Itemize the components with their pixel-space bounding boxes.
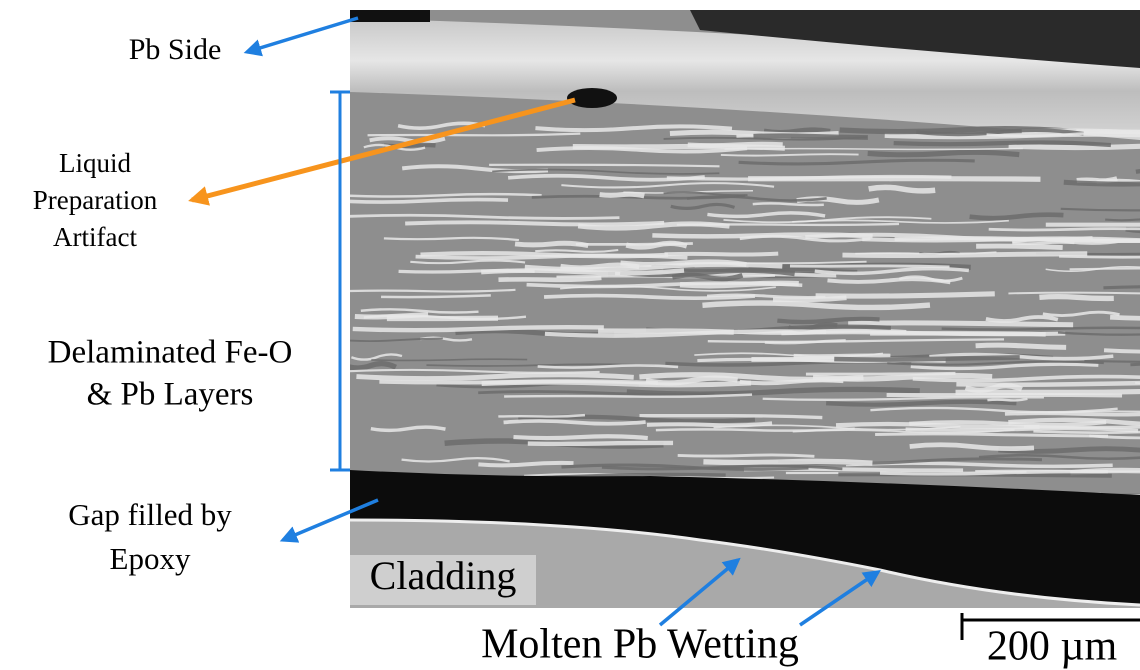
streak — [528, 443, 673, 444]
streak — [405, 222, 664, 224]
streak — [1005, 413, 1140, 414]
streak — [1110, 315, 1140, 318]
streak — [482, 382, 751, 385]
streak — [976, 246, 1063, 248]
streak — [790, 266, 950, 267]
streak — [652, 235, 872, 237]
streak — [894, 142, 1111, 145]
gap-label: Epoxy — [110, 541, 191, 576]
streak — [956, 382, 1140, 385]
streak — [576, 243, 693, 244]
streak — [1077, 179, 1117, 181]
streak — [834, 357, 1019, 359]
streak — [600, 194, 645, 196]
streak — [481, 271, 684, 274]
streak — [703, 461, 872, 463]
streak — [680, 283, 799, 285]
layers-label: & Pb Layers — [87, 377, 254, 413]
streak — [664, 254, 778, 255]
gap-label: Gap filled by — [68, 497, 232, 532]
pb-side-label: Pb Side — [129, 33, 222, 66]
streak — [848, 323, 1073, 325]
layers-label: Delaminated Fe-O — [48, 335, 293, 371]
streak — [678, 455, 815, 456]
artifact-label: Artifact — [53, 222, 137, 252]
page: Cladding Pb Side Liquid Preparation Arti… — [0, 0, 1140, 670]
artifact-label: Preparation — [33, 185, 158, 215]
streak — [677, 224, 899, 225]
streak — [647, 423, 772, 425]
streak — [355, 315, 428, 317]
streak — [639, 416, 822, 418]
pb-dark — [350, 10, 430, 22]
streak — [513, 436, 647, 438]
streak — [987, 399, 1027, 401]
streak — [887, 395, 1122, 396]
artifact-spot — [567, 88, 617, 108]
streak — [842, 254, 1087, 256]
streak — [806, 373, 956, 374]
wetting-label: Molten Pb Wetting — [481, 622, 799, 668]
scale-label: 200 µm — [987, 624, 1118, 670]
streak — [1046, 224, 1140, 225]
streak — [1039, 297, 1113, 299]
streak — [906, 428, 1139, 430]
artifact-label: Liquid — [59, 148, 131, 178]
streak — [989, 229, 1140, 230]
streak — [868, 152, 1020, 154]
streak — [816, 294, 995, 296]
streak — [753, 136, 867, 138]
cladding-label: Cladding — [370, 553, 517, 598]
streak — [498, 415, 585, 416]
streak — [1012, 242, 1074, 243]
streak — [976, 345, 1067, 347]
micrograph — [340, 10, 1140, 610]
arrow — [247, 18, 358, 52]
streak — [1136, 171, 1140, 173]
streak — [498, 278, 601, 280]
figure: Cladding Pb Side Liquid Preparation Arti… — [0, 0, 1140, 670]
